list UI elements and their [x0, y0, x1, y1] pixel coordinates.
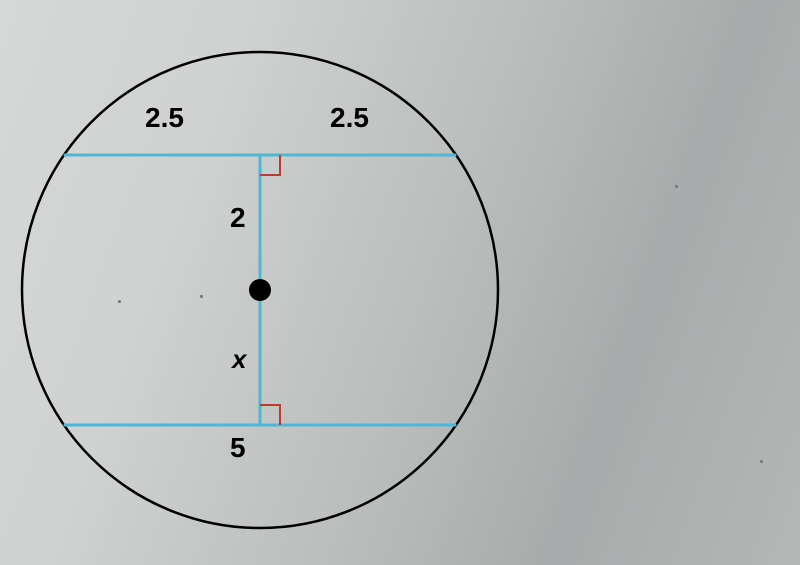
right-angle-marker-bottom [260, 405, 280, 425]
speck [760, 460, 763, 463]
speck [118, 300, 121, 303]
speck [200, 295, 203, 298]
label-top-left-2-5: 2.5 [145, 102, 184, 134]
label-five: 5 [230, 432, 246, 464]
right-angle-marker-top [260, 155, 280, 175]
center-dot [249, 279, 271, 301]
geometry-diagram [0, 30, 520, 550]
label-two: 2 [230, 202, 246, 234]
label-x: x [232, 344, 246, 375]
label-top-right-2-5: 2.5 [330, 102, 369, 134]
speck [675, 185, 678, 188]
